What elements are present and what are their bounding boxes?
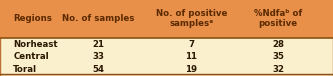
Text: Norheast: Norheast <box>13 40 58 48</box>
Text: 21: 21 <box>92 40 104 48</box>
Text: %Ndfaᵇ of
positive: %Ndfaᵇ of positive <box>254 9 302 28</box>
Text: 11: 11 <box>185 52 197 61</box>
Text: Central: Central <box>13 52 49 61</box>
Text: No. of positive
samplesᵃ: No. of positive samplesᵃ <box>156 9 227 28</box>
Text: 7: 7 <box>188 40 194 48</box>
Text: 33: 33 <box>92 52 104 61</box>
Text: No. of samples: No. of samples <box>62 14 135 23</box>
Text: 19: 19 <box>185 65 197 74</box>
Text: 54: 54 <box>92 65 104 74</box>
Text: Toral: Toral <box>13 65 37 74</box>
Text: Regions: Regions <box>13 14 52 23</box>
Text: 35: 35 <box>272 52 284 61</box>
Text: 28: 28 <box>272 40 284 48</box>
FancyBboxPatch shape <box>0 0 333 38</box>
Text: 32: 32 <box>272 65 284 74</box>
